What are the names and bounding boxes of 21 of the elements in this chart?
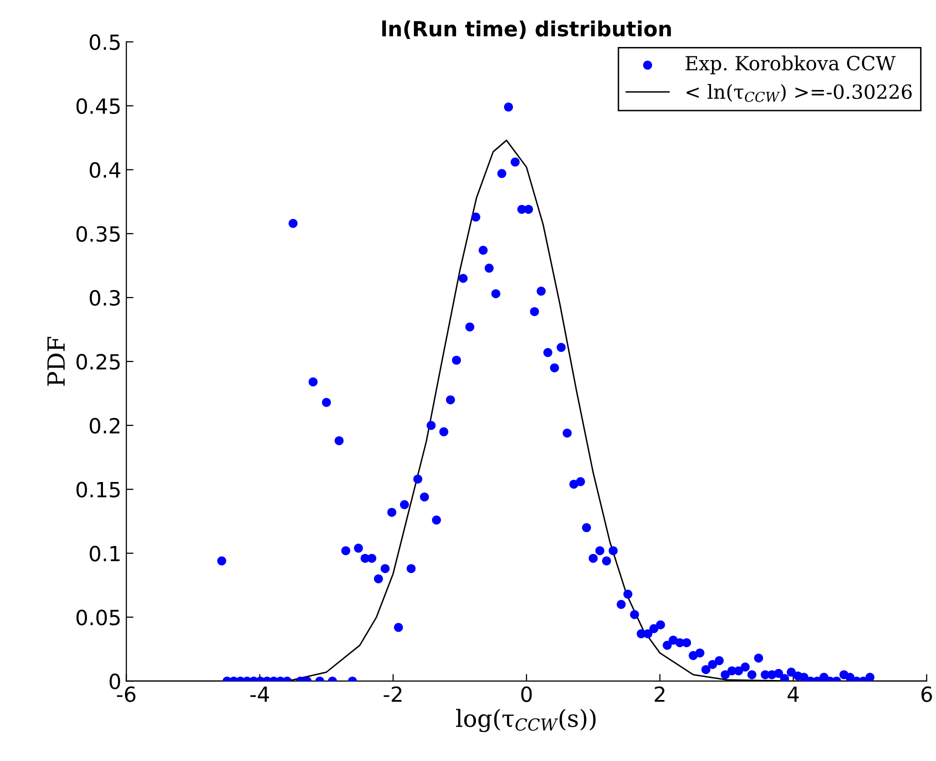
x-tick-label: 2 xyxy=(654,686,664,702)
y-tick-label: 0.45 xyxy=(76,98,120,114)
chart-title: ln(Run time) distribution xyxy=(382,20,671,40)
y-tick-label: 0.2 xyxy=(90,418,120,434)
y-tick-label: 0.1 xyxy=(90,546,120,562)
y-tick-label: 0.5 xyxy=(90,34,120,50)
y-tick-label: 0.3 xyxy=(90,290,120,306)
y-tick-label: 0.4 xyxy=(90,162,120,178)
y-tick-label: 0.35 xyxy=(76,226,120,242)
x-tick-label: 0 xyxy=(521,686,532,702)
legend-label: < ln(τ$_{CCW}$) >=-0.30226 xyxy=(686,84,912,102)
y-axis-title: PDF xyxy=(47,336,65,386)
legend-label: Exp. Korobkova CCW xyxy=(686,55,896,74)
x-tick-label: 6 xyxy=(921,686,932,702)
x-tick-label: -4 xyxy=(250,686,269,702)
x-tick-label: -2 xyxy=(384,686,402,702)
x-tick-label: 4 xyxy=(788,686,799,702)
y-tick-label: 0.15 xyxy=(76,482,120,498)
x-axis-title: log(τ$_{CCW}$(s)) xyxy=(456,708,596,732)
y-tick-label: 0.05 xyxy=(76,610,120,626)
y-tick-label: 0.25 xyxy=(76,354,120,370)
